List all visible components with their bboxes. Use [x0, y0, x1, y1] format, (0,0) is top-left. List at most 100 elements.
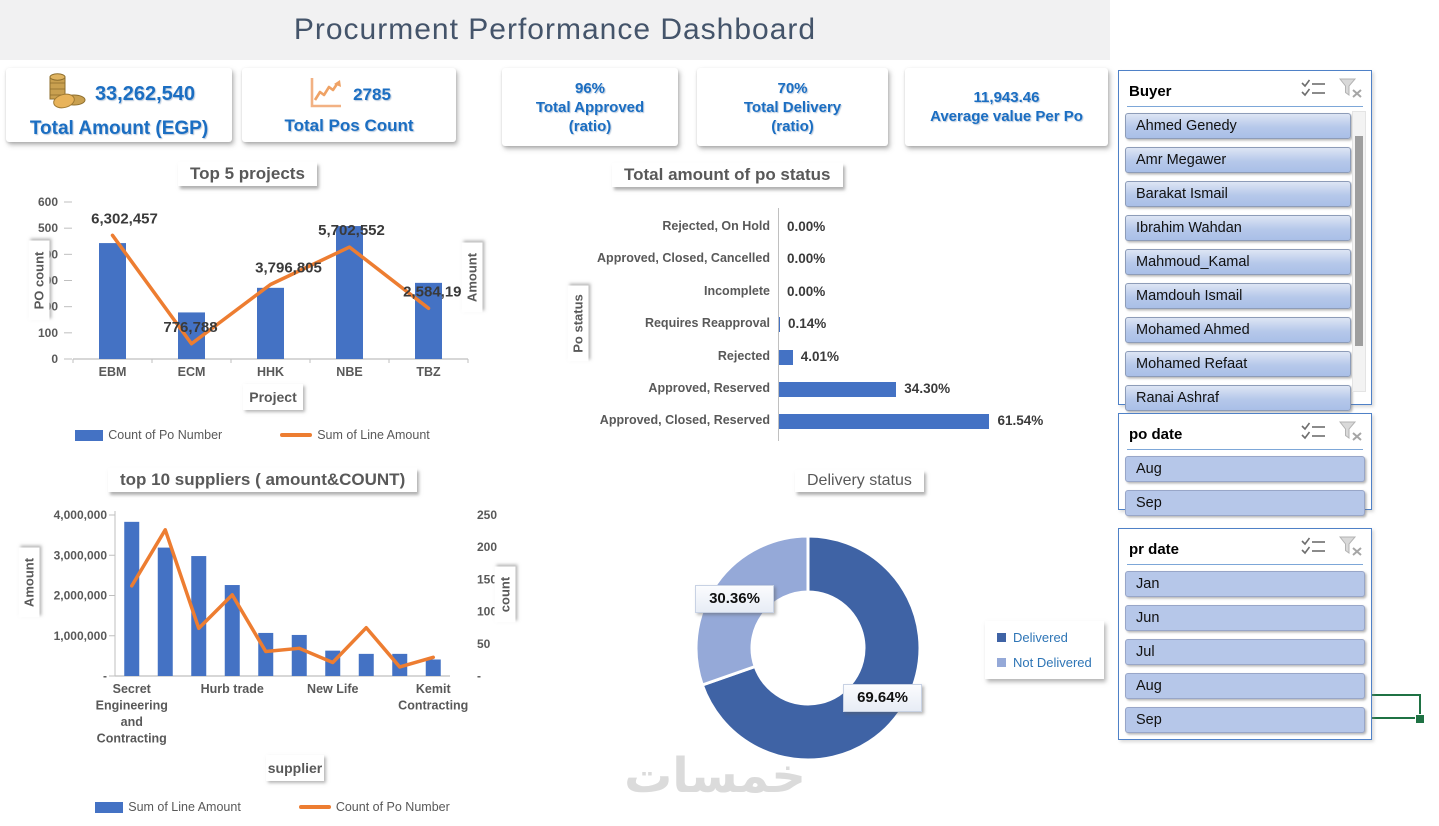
chart-delivery-status[interactable]: Delivery status 30.36% 69.64% Delivered …: [620, 463, 1105, 803]
kpi-sublabel: (ratio): [771, 117, 814, 135]
slicer-item-ahmed-genedy[interactable]: Ahmed Genedy: [1125, 113, 1351, 139]
category-label: Rejected: [717, 348, 770, 363]
bar-supplier-6[interactable]: [291, 634, 307, 676]
multi-select-icon[interactable]: [1300, 78, 1326, 104]
axis-label-count: count: [494, 566, 516, 623]
line-count-of-po-number[interactable]: [130, 528, 435, 669]
bar-supplier-4[interactable]: [224, 585, 240, 676]
po-status-row: Approved, Reserved 34.30%: [560, 373, 1105, 405]
kpi-label: Total Approved: [535, 98, 645, 116]
slicer-item-mamdouh-ismail[interactable]: Mamdouh Ismail: [1125, 283, 1351, 309]
bar-EBM[interactable]: [99, 243, 126, 359]
legend-label: Not Delivered: [1013, 655, 1092, 670]
svg-text:New Life: New Life: [307, 682, 358, 696]
suppliers-plot[interactable]: 4,000,000 3,000,000 2,000,000 1,000,000 - 250…: [0, 463, 545, 826]
bar-HHK[interactable]: [257, 287, 284, 359]
bar-supplier-10[interactable]: [425, 659, 441, 676]
bar-TBZ[interactable]: [415, 282, 442, 359]
legend-label: Sum of Line Amount: [317, 428, 430, 442]
svg-text:1,000,000: 1,000,000: [54, 629, 108, 643]
page-title: Procurment Performance Dashboard: [293, 13, 817, 46]
chart-top10-suppliers[interactable]: 4,000,000 3,000,000 2,000,000 1,000,000 - 250…: [0, 463, 545, 826]
clear-filter-icon[interactable]: [1338, 536, 1363, 562]
svg-text:4,000,000: 4,000,000: [54, 508, 108, 522]
bar-supplier-3[interactable]: [191, 556, 207, 676]
axis-label-amount: Amount: [461, 242, 483, 313]
slicer-buyer: Buyer Ahmed Genedy Amr Megawer Barakat Ism…: [1118, 70, 1372, 411]
slicer-item-ibrahim-wahdan[interactable]: Ibrahim Wahdan: [1125, 215, 1351, 241]
kpi-label: Total Pos Count: [284, 115, 414, 135]
legend-label: Count of Po Number: [108, 428, 223, 442]
svg-text:0: 0: [51, 352, 58, 366]
watermark: خمسات: [624, 748, 806, 804]
legend-label: Sum of Line Amount: [128, 800, 241, 814]
bar[interactable]: [779, 317, 780, 333]
slicer-divider: [1127, 564, 1363, 565]
bar-supplier-2[interactable]: [157, 547, 173, 676]
svg-text:600: 600: [38, 195, 58, 209]
coins-icon: [43, 71, 87, 118]
excel-fill-handle[interactable]: [1415, 714, 1425, 724]
bar[interactable]: [779, 349, 793, 365]
chart-title: Total amount of po status: [612, 163, 843, 187]
svg-text:2,000,000: 2,000,000: [54, 589, 108, 603]
po-status-row: Approved, Closed, Cancelled 0.00%: [560, 243, 1105, 275]
slicer-item-aug[interactable]: Aug: [1125, 456, 1365, 482]
scrollbar[interactable]: [1352, 111, 1366, 392]
svg-text:50: 50: [477, 637, 491, 651]
kpi-card-total-delivery: 70% Total Delivery (ratio): [697, 68, 888, 146]
value-label: 61.54%: [997, 413, 1044, 429]
slicer-item-jul[interactable]: Jul: [1125, 639, 1365, 665]
svg-text:776,788: 776,788: [163, 319, 217, 336]
slicer-item-sep[interactable]: Sep: [1125, 490, 1365, 516]
slicer-item-ranai-ashraf[interactable]: Ranai Ashraf: [1125, 385, 1351, 411]
chart-po-status[interactable]: Total amount of po status Po status Reje…: [560, 158, 1105, 453]
slicer-item-aug[interactable]: Aug: [1125, 673, 1365, 699]
legend-line-swatch: [280, 433, 313, 437]
slicer-item-amr-megawer[interactable]: Amr Megawer: [1125, 147, 1351, 173]
value-label: 34.30%: [904, 380, 951, 396]
slicer-item-barakat-ismail[interactable]: Barakat Ismail: [1125, 181, 1351, 207]
donut-label-delivered: 69.64%: [843, 684, 922, 712]
slicer-item-mahmoud-kamal[interactable]: Mahmoud_Kamal: [1125, 249, 1351, 275]
kpi-label: Total Amount (EGP): [29, 117, 209, 139]
slicer-item-list: Aug Sep: [1125, 456, 1365, 524]
bar[interactable]: [779, 381, 897, 397]
bar-supplier-8[interactable]: [358, 653, 374, 676]
scrollbar-thumb[interactable]: [1355, 136, 1363, 346]
value-label: 4.01%: [800, 348, 839, 364]
svg-text:100: 100: [477, 605, 497, 619]
svg-text:Hurb trade: Hurb trade: [201, 682, 264, 696]
slicer-item-jun[interactable]: Jun: [1125, 605, 1365, 631]
legend-bar-swatch: [95, 801, 124, 813]
bar[interactable]: [779, 414, 990, 430]
kpi-value: 96%: [574, 79, 606, 97]
multi-select-icon[interactable]: [1300, 536, 1326, 562]
clear-filter-icon[interactable]: [1338, 421, 1363, 447]
svg-text:TBZ: TBZ: [416, 365, 441, 379]
category-label: Incomplete: [704, 283, 770, 298]
legend-line-swatch: [298, 805, 331, 809]
slicer-item-sep[interactable]: Sep: [1125, 707, 1365, 733]
slicer-po-date: po date Aug Sep: [1118, 413, 1372, 516]
slicer-item-mohamed-ahmed[interactable]: Mohamed Ahmed: [1125, 317, 1351, 343]
axis-label-po-count: PO count: [28, 240, 50, 321]
clear-filter-icon[interactable]: [1338, 78, 1363, 104]
svg-text:150: 150: [477, 572, 497, 586]
kpi-value: 33,262,540: [94, 82, 196, 105]
chart-top5-projects[interactable]: 01002003004005006006,302,457776,7883,796…: [0, 158, 505, 453]
legend-bar-swatch: [75, 429, 104, 441]
value-label: 0.14%: [788, 316, 827, 332]
axis-label-amount: Amount: [18, 547, 40, 618]
multi-select-icon[interactable]: [1300, 421, 1326, 447]
chart-title: Delivery status: [795, 470, 924, 492]
line-sum-of-line-amount[interactable]: [110, 233, 431, 346]
value-label: 0.00%: [787, 219, 826, 234]
slicer-item-jan[interactable]: Jan: [1125, 571, 1365, 597]
donut-legend: Delivered Not Delivered: [985, 621, 1104, 679]
category-label: Requires Reapproval: [644, 316, 770, 331]
slicer-item-mohamed-refaat[interactable]: Mohamed Refaat: [1125, 351, 1351, 377]
bar-supplier-1[interactable]: [124, 521, 140, 676]
